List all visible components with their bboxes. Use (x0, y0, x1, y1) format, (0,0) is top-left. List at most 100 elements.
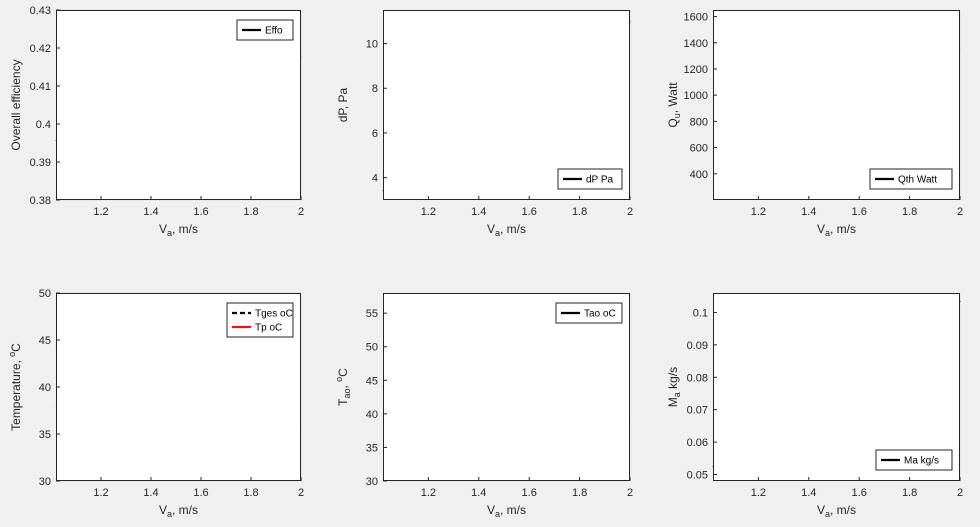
legend: Tao oC (555, 302, 623, 324)
y-tick-label: 0.09 (687, 340, 708, 352)
legend-box (875, 449, 953, 471)
y-tick-label: 30 (39, 476, 51, 488)
x-tick-label: 1.2 (421, 487, 436, 499)
y-tick-label: 1600 (684, 12, 708, 24)
x-tick-label: 1.8 (243, 487, 258, 499)
y-tick-label: 35 (39, 429, 51, 441)
legend-label: Qth Watt (898, 175, 937, 186)
legend-box (226, 302, 294, 338)
legend: Effo (236, 19, 294, 41)
x-tick-label: 1.8 (902, 206, 917, 218)
y-tick-label: 50 (366, 342, 378, 354)
x-tick-label: 1.6 (852, 487, 867, 499)
y-tick-label: 35 (366, 442, 378, 454)
y-tick-label: 0.05 (687, 470, 708, 482)
x-tick-label: 1.4 (143, 487, 158, 499)
y-tick-label: 800 (690, 116, 708, 128)
y-tick-label: 45 (366, 375, 378, 387)
legend: Ma kg/s (875, 449, 953, 471)
axes-frame (713, 293, 960, 481)
subplot-1: 1.2 1.4 1.6 1.8 2 0.38 0.39 0.4 0.41 0.42 0.43 Va, … (9, 5, 304, 238)
x-tick-label: 1.2 (93, 487, 108, 499)
x-axis-label: Va, m/s (487, 503, 526, 519)
legend-label: Tp oC (255, 323, 282, 334)
y-tick-label: 0.1 (693, 307, 708, 319)
x-tick-label: 1.6 (193, 487, 208, 499)
x-tick-label: 1.2 (751, 487, 766, 499)
y-tick-label: 0.41 (30, 81, 51, 93)
y-axis-label: Overall efficiency (9, 59, 23, 150)
x-tick-label: 1.8 (902, 487, 917, 499)
y-tick-label: 0.42 (30, 43, 51, 55)
x-tick-label: 1.4 (801, 206, 816, 218)
y-tick-label: 30 (366, 476, 378, 488)
x-tick-label: 1.4 (143, 206, 158, 218)
legend-label: Tges oC (255, 309, 293, 320)
legend-box (557, 168, 623, 190)
y-axis-label: Tao, oC (334, 368, 352, 406)
y-tick-label: 1400 (684, 38, 708, 50)
y-tick-label: 1200 (684, 64, 708, 76)
x-tick-label: 2 (627, 487, 633, 499)
x-tick-label: 1.2 (421, 206, 436, 218)
y-tick-label: 40 (39, 382, 51, 394)
subplot-2: 1.2 1.4 1.6 1.8 2 4 6 8 10 Va, m/s dP, Pa dP Pa (336, 10, 633, 238)
subplot-4: 1.2 1.4 1.6 1.8 2 30 35 40 45 50 Va, m/s Temperatur… (7, 288, 304, 519)
y-axis-label: Temperature, oC (7, 343, 23, 431)
legend-label: Ma kg/s (904, 456, 939, 467)
y-tick-label: 6 (372, 128, 378, 140)
axes-frame (56, 10, 301, 200)
x-tick-label: 1.6 (852, 206, 867, 218)
y-tick-label: 600 (690, 143, 708, 155)
y-tick-label: 0.39 (30, 157, 51, 169)
y-tick-label: 0.06 (687, 437, 708, 449)
legend-box (869, 168, 953, 190)
x-axis-label: Va, m/s (817, 503, 856, 519)
legend-box (236, 19, 294, 41)
axes-frame (383, 10, 630, 200)
subplots: 1.2 1.4 1.6 1.8 2 0.38 0.39 0.4 0.41 0.42 0.43 Va, … (7, 5, 963, 519)
x-tick-label: 1.4 (801, 487, 816, 499)
legend: dP Pa (557, 168, 623, 190)
x-tick-label: 1.8 (572, 206, 587, 218)
x-tick-label: 2 (957, 206, 963, 218)
subplot-3: 1.2 1.4 1.6 1.8 2 400 600 800 1000 1200 1400 1600 Va… (666, 10, 963, 238)
y-axis-label: dP, Pa (336, 87, 350, 122)
y-tick-label: 0.08 (687, 372, 708, 384)
y-tick-label: 8 (372, 83, 378, 95)
legend: Tges oC Tp oC (226, 302, 294, 338)
x-tick-label: 2 (957, 487, 963, 499)
y-tick-label: 400 (690, 169, 708, 181)
y-axis-label: Ma kg/s (666, 367, 682, 407)
y-tick-label: 0.07 (687, 405, 708, 417)
axes-frame (383, 293, 630, 481)
x-axis-label: Va, m/s (817, 222, 856, 238)
legend-label: Effo (265, 26, 283, 37)
x-tick-label: 2 (627, 206, 633, 218)
subplot-6: 1.2 1.4 1.6 1.8 2 0.05 0.06 0.07 0.08 0.09 0.1 Va, … (666, 293, 963, 519)
y-tick-label: 40 (366, 409, 378, 421)
x-axis-label: Va, m/s (159, 222, 198, 238)
legend-box (555, 302, 623, 324)
x-tick-label: 1.6 (193, 206, 208, 218)
x-tick-label: 1.2 (93, 206, 108, 218)
x-axis-label: Va, m/s (159, 503, 198, 519)
y-tick-label: 50 (39, 288, 51, 300)
legend-label: Tao oC (584, 309, 616, 320)
x-tick-label: 1.8 (243, 206, 258, 218)
x-tick-label: 2 (298, 487, 304, 499)
x-tick-label: 1.2 (751, 206, 766, 218)
y-axis-label: Qu, Watt (666, 82, 682, 128)
axes-frame (713, 10, 960, 200)
x-axis-label: Va, m/s (487, 222, 526, 238)
legend: Qth Watt (869, 168, 953, 190)
x-tick-label: 1.4 (471, 487, 486, 499)
y-tick-label: 45 (39, 335, 51, 347)
y-tick-label: 0.4 (36, 119, 51, 131)
y-tick-label: 1000 (684, 90, 708, 102)
y-tick-label: 0.43 (30, 5, 51, 17)
y-tick-label: 0.38 (30, 195, 51, 207)
subplot-5: 1.2 1.4 1.6 1.8 2 30 35 40 45 50 55 Va, m/s Tao, oC T… (334, 293, 633, 519)
x-tick-label: 2 (298, 206, 304, 218)
